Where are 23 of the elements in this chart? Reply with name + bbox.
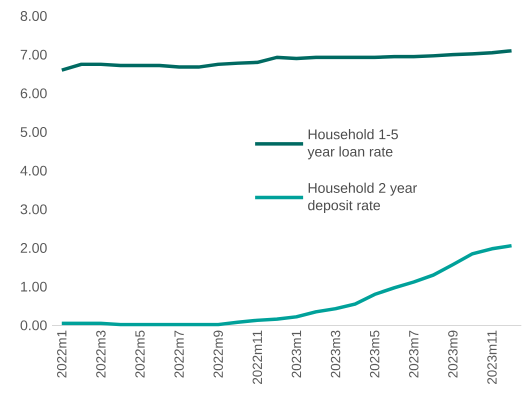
x-tick-label: 2023m3 (330, 330, 340, 378)
y-tick-label: 0.00 (20, 320, 47, 330)
y-tick-label: 8.00 (20, 11, 47, 21)
x-tick-label: 2023m1 (292, 330, 302, 378)
x-tick-label: 2022m1 (57, 330, 66, 378)
x-tick-label: 2023m5 (370, 330, 380, 378)
y-tick-label: 3.00 (20, 204, 47, 214)
y-tick-label: 6.00 (20, 88, 47, 98)
x-tick-label: 2022m7 (174, 330, 184, 378)
x-tick-label: 2023m9 (448, 330, 458, 378)
legend-label: Household 1-5 year loan rate (308, 129, 398, 160)
y-tick-label: 5.00 (20, 127, 47, 137)
y-tick-label: 7.00 (20, 50, 47, 60)
x-tick-label: 2022m5 (135, 330, 145, 378)
x-tick-label: 2022m3 (96, 330, 106, 378)
x-tick-label: 2022m11 (252, 330, 262, 384)
x-tick-label: 2023m11 (487, 330, 497, 384)
x-tick-label: 2023m7 (409, 330, 418, 378)
x-tick-label: 2022m9 (214, 330, 223, 378)
y-tick-label: 4.00 (20, 166, 47, 176)
y-tick-label: 1.00 (21, 282, 47, 292)
legend-label: Household 2 year deposit rate (308, 182, 417, 214)
y-tick-label: 2.00 (20, 243, 47, 253)
